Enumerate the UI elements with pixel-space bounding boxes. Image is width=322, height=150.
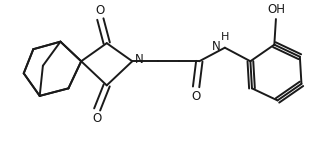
Text: O: O (192, 90, 201, 103)
Text: N: N (135, 53, 144, 66)
Text: O: O (92, 112, 102, 125)
Text: O: O (96, 4, 105, 17)
Text: H: H (221, 32, 229, 42)
Text: OH: OH (267, 3, 285, 16)
Text: N: N (212, 40, 221, 53)
